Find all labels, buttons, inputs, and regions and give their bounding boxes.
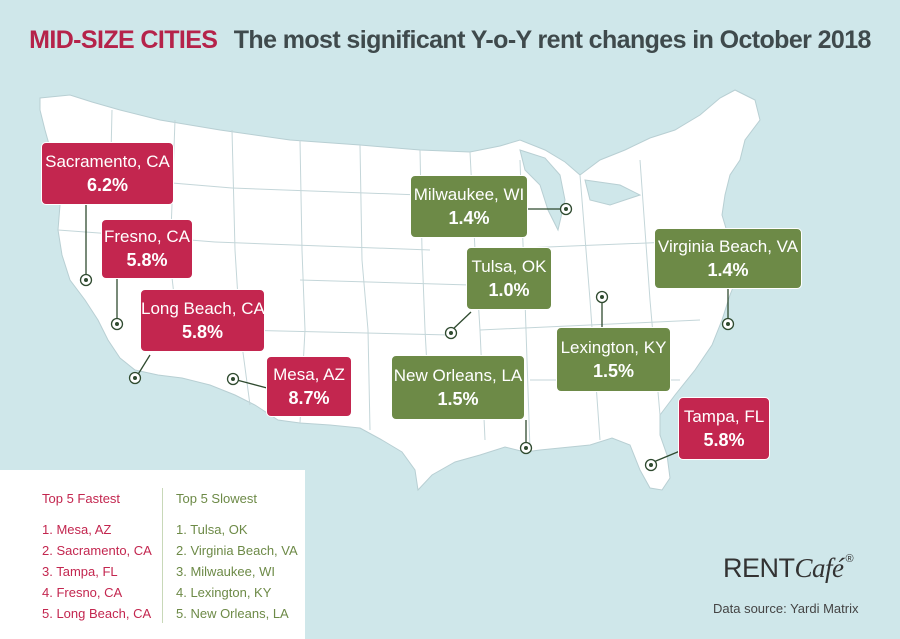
callout-change: 5.8% bbox=[181, 321, 224, 342]
callout-lexington: Lexington, KY 1.5% bbox=[556, 327, 671, 392]
callout-city: Milwaukee, WI bbox=[413, 184, 525, 204]
list-item: 1. Mesa, AZ bbox=[42, 522, 112, 537]
callout-city: Lexington, KY bbox=[560, 337, 667, 357]
callout-change: 1.0% bbox=[488, 279, 530, 300]
data-source: Data source: Yardi Matrix bbox=[713, 601, 859, 616]
callout-city: Tulsa, OK bbox=[471, 256, 547, 276]
callout-new-orleans: New Orleans, LA 1.5% bbox=[391, 355, 525, 420]
rentcafe-logo: RENTCafé ® bbox=[723, 553, 854, 584]
slowest-title: Top 5 Slowest bbox=[176, 491, 257, 506]
callout-sacramento: Sacramento, CA 6.2% bbox=[41, 142, 174, 205]
callout-change: 5.8% bbox=[126, 250, 168, 270]
list-item: 1. Tulsa, OK bbox=[176, 522, 248, 537]
callout-city: Sacramento, CA bbox=[45, 151, 170, 171]
callout-city: Virginia Beach, VA bbox=[657, 236, 799, 256]
great-lakes bbox=[519, 149, 642, 232]
logo-part2: Café bbox=[794, 553, 845, 583]
list-item: 4. Fresno, CA bbox=[42, 585, 123, 600]
callout-change: 1.4% bbox=[707, 259, 749, 280]
city-markers bbox=[79, 202, 735, 472]
logo-mark: ® bbox=[845, 553, 854, 565]
list-item: 5. New Orleans, LA bbox=[176, 606, 289, 621]
callout-virginia-beach: Virginia Beach, VA 1.4% bbox=[654, 228, 802, 289]
callout-change: 1.4% bbox=[448, 207, 490, 228]
slowest-list: Top 5 Slowest 1. Tulsa, OK 2. Virginia B… bbox=[176, 488, 298, 624]
callout-city: New Orleans, LA bbox=[393, 365, 523, 385]
fastest-title: Top 5 Fastest bbox=[42, 491, 121, 506]
callout-city: Mesa, AZ bbox=[273, 364, 345, 384]
list-item: 3. Tampa, FL bbox=[42, 564, 118, 579]
callout-change: 6.2% bbox=[86, 174, 129, 195]
callout-tampa: Tampa, FL 5.8% bbox=[678, 397, 770, 460]
ranking-panel: Top 5 Fastest 1. Mesa, AZ 2. Sacramento,… bbox=[0, 470, 305, 639]
list-item: 5. Long Beach, CA bbox=[42, 606, 152, 621]
callout-fresno: Fresno, CA 5.8% bbox=[101, 219, 193, 279]
callout-city: Long Beach, CA bbox=[141, 298, 265, 318]
title-category: MID-SIZE CITIES bbox=[29, 26, 218, 54]
fastest-list: Top 5 Fastest 1. Mesa, AZ 2. Sacramento,… bbox=[42, 488, 152, 624]
list-item: 2. Virginia Beach, VA bbox=[176, 543, 298, 558]
list-item: 4. Lexington, KY bbox=[176, 585, 272, 600]
callout-change: 5.8% bbox=[703, 429, 745, 450]
list-item: 3. Milwaukee, WI bbox=[176, 564, 275, 579]
list-item: 2. Sacramento, CA bbox=[42, 543, 152, 558]
page-title: MID-SIZE CITIES The most significant Y-o… bbox=[0, 26, 900, 55]
callout-city: Tampa, FL bbox=[683, 406, 765, 426]
callout-change: 1.5% bbox=[437, 388, 479, 409]
callout-change: 8.7% bbox=[288, 387, 330, 408]
callout-milwaukee: Milwaukee, WI 1.4% bbox=[410, 175, 528, 238]
callout-city: Fresno, CA bbox=[104, 227, 190, 246]
logo-part1: RENT bbox=[723, 553, 795, 583]
callout-long-beach: Long Beach, CA 5.8% bbox=[140, 289, 265, 352]
panel-divider bbox=[162, 488, 163, 623]
callout-mesa: Mesa, AZ 8.7% bbox=[266, 356, 352, 417]
callout-change: 1.5% bbox=[592, 360, 635, 381]
title-headline: The most significant Y-o-Y rent changes … bbox=[233, 26, 872, 54]
callout-tulsa: Tulsa, OK 1.0% bbox=[466, 247, 552, 310]
